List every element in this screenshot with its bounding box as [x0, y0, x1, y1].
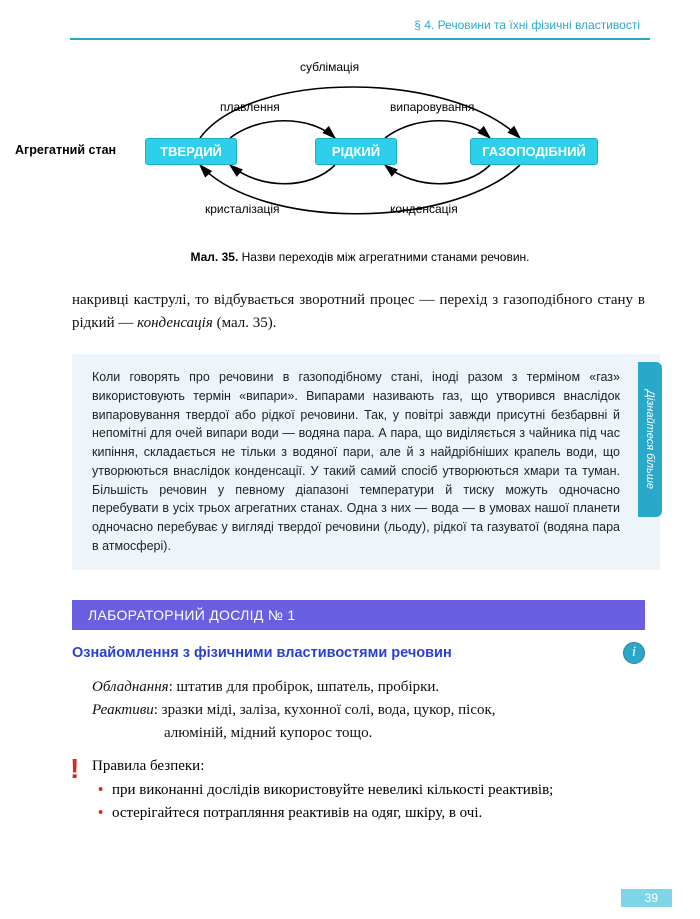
reagents-cont: алюміній, мідний купорос тощо.	[92, 725, 372, 741]
info-box-tab: Дізнайтеся більше	[638, 362, 662, 517]
state-node-gas: ГАЗОПОДІБНИЙ	[470, 138, 598, 165]
info-box-text: Коли говорять про речовини в газоподібно…	[72, 354, 660, 570]
para-italic: конденсація	[137, 315, 213, 331]
safety-block: ! Правила безпеки: при виконанні досліді…	[72, 755, 645, 825]
safety-list: при виконанні дослідів використовуйте не…	[98, 779, 645, 826]
list-item: при виконанні дослідів використовуйте не…	[98, 779, 645, 802]
process-sublimation: сублімація	[300, 60, 359, 74]
state-node-solid: ТВЕРДИЙ	[145, 138, 237, 165]
info-icon: i	[623, 642, 645, 664]
lab-title-row: Ознайомлення з фізичними властивостями р…	[72, 642, 645, 664]
equipment-label: Обладнання	[92, 679, 169, 695]
exclamation-icon: !	[70, 753, 79, 785]
header-rule	[70, 38, 650, 40]
figure-text: Назви переходів між агрегатними станами …	[242, 250, 530, 264]
figure-label: Мал. 35.	[190, 250, 238, 264]
reagents-label: Реактиви	[92, 702, 154, 718]
process-condensation: конденсація	[390, 202, 458, 216]
reagents-text: : зразки міді, заліза, кухонної солі, во…	[154, 702, 496, 718]
lab-equipment: Обладнання: штатив для пробірок, шпатель…	[92, 676, 645, 746]
page-number: 39	[621, 889, 672, 907]
state-diagram: Агрегатний стан ТВЕРДИЙ РІДКИЙ ГАЗОПОДІБ…	[70, 60, 650, 240]
section-header: § 4. Речовини та їхні фізичні властивост…	[0, 0, 700, 38]
main-paragraph: накривці каструлі, то відбувається зворо…	[72, 289, 645, 334]
figure-caption: Мал. 35. Назви переходів між агрегатними…	[70, 250, 650, 264]
info-box: Коли говорять про речовини в газоподібно…	[72, 354, 660, 570]
lab-header: ЛАБОРАТОРНИЙ ДОСЛІД № 1	[72, 600, 645, 630]
lab-title: Ознайомлення з фізичними властивостями р…	[72, 645, 452, 661]
state-node-liquid: РІДКИЙ	[315, 138, 397, 165]
process-crystallization: кристалізація	[205, 202, 280, 216]
equipment-text: : штатив для пробірок, шпатель, пробірки…	[169, 679, 440, 695]
process-evaporation: випаровування	[390, 100, 474, 114]
safety-title: Правила безпеки:	[92, 755, 645, 778]
list-item: остерігайтеся потрапляння реактивів на о…	[98, 802, 645, 825]
diagram-side-label: Агрегатний стан	[15, 143, 116, 157]
para-tail: (мал. 35).	[213, 315, 277, 331]
process-melting: плавлення	[220, 100, 280, 114]
